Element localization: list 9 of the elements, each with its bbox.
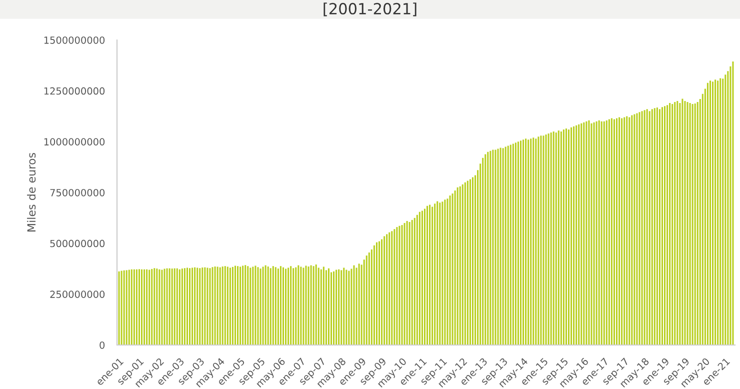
y-tick-label: 1500000000 xyxy=(44,36,105,44)
y-tick-label: 1000000000 xyxy=(44,138,105,146)
chart-title: [2001-2021] xyxy=(324,2,416,16)
y-tick-label: 500000000 xyxy=(50,240,105,248)
y-tick-label: 1250000000 xyxy=(44,87,105,95)
y-tick-label: 0 xyxy=(100,341,105,349)
y-axis-title: Miles de euros xyxy=(27,152,36,232)
y-tick-label: 750000000 xyxy=(50,188,105,196)
y-tick-label: 250000000 xyxy=(50,290,105,298)
